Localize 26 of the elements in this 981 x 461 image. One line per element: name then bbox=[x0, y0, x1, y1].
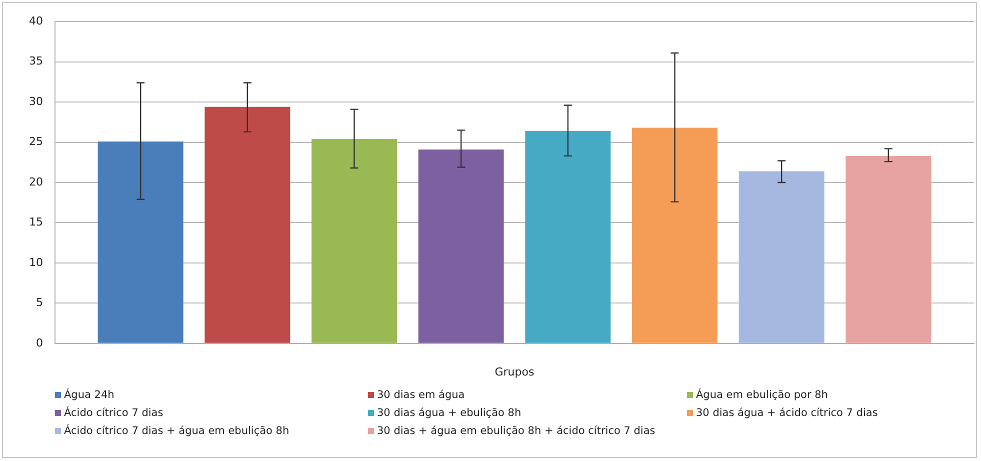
bar bbox=[632, 128, 718, 343]
legend-label: 30 dias água + ácido cítrico 7 dias bbox=[696, 407, 878, 419]
legend-label: Água 24h bbox=[64, 389, 114, 401]
y-tick-label: 20 bbox=[28, 175, 43, 188]
y-tick-label: 0 bbox=[36, 336, 43, 350]
bar bbox=[738, 171, 824, 343]
y-tick-label: 15 bbox=[28, 216, 43, 229]
bar bbox=[846, 156, 932, 343]
bar bbox=[204, 106, 290, 343]
y-tick-label: 10 bbox=[28, 256, 43, 269]
y-tick-label: 30 bbox=[28, 94, 43, 108]
legend-label: 30 dias + água em ebulição 8h + ácido cítrico 7 dias bbox=[377, 425, 656, 437]
bar bbox=[312, 139, 397, 343]
legend-label: 30 dias em água bbox=[377, 389, 465, 401]
x-axis-title: Grupos bbox=[494, 365, 534, 378]
y-tick-label: 40 bbox=[28, 14, 43, 28]
legend-label: Ácido cítrico 7 dias bbox=[64, 407, 164, 419]
legend-label: Água em ebulição por 8h bbox=[696, 389, 828, 401]
legend-label: 30 dias água + ebulição 8h bbox=[377, 407, 522, 419]
bar bbox=[98, 141, 184, 343]
bar bbox=[525, 131, 611, 343]
legend-label: Ácido cítrico 7 dias + água em ebulição 8h bbox=[64, 425, 290, 437]
y-tick-label: 5 bbox=[36, 296, 43, 310]
y-tick-label: 35 bbox=[28, 54, 43, 68]
y-tick-label: 25 bbox=[28, 135, 43, 148]
bar bbox=[418, 150, 504, 343]
